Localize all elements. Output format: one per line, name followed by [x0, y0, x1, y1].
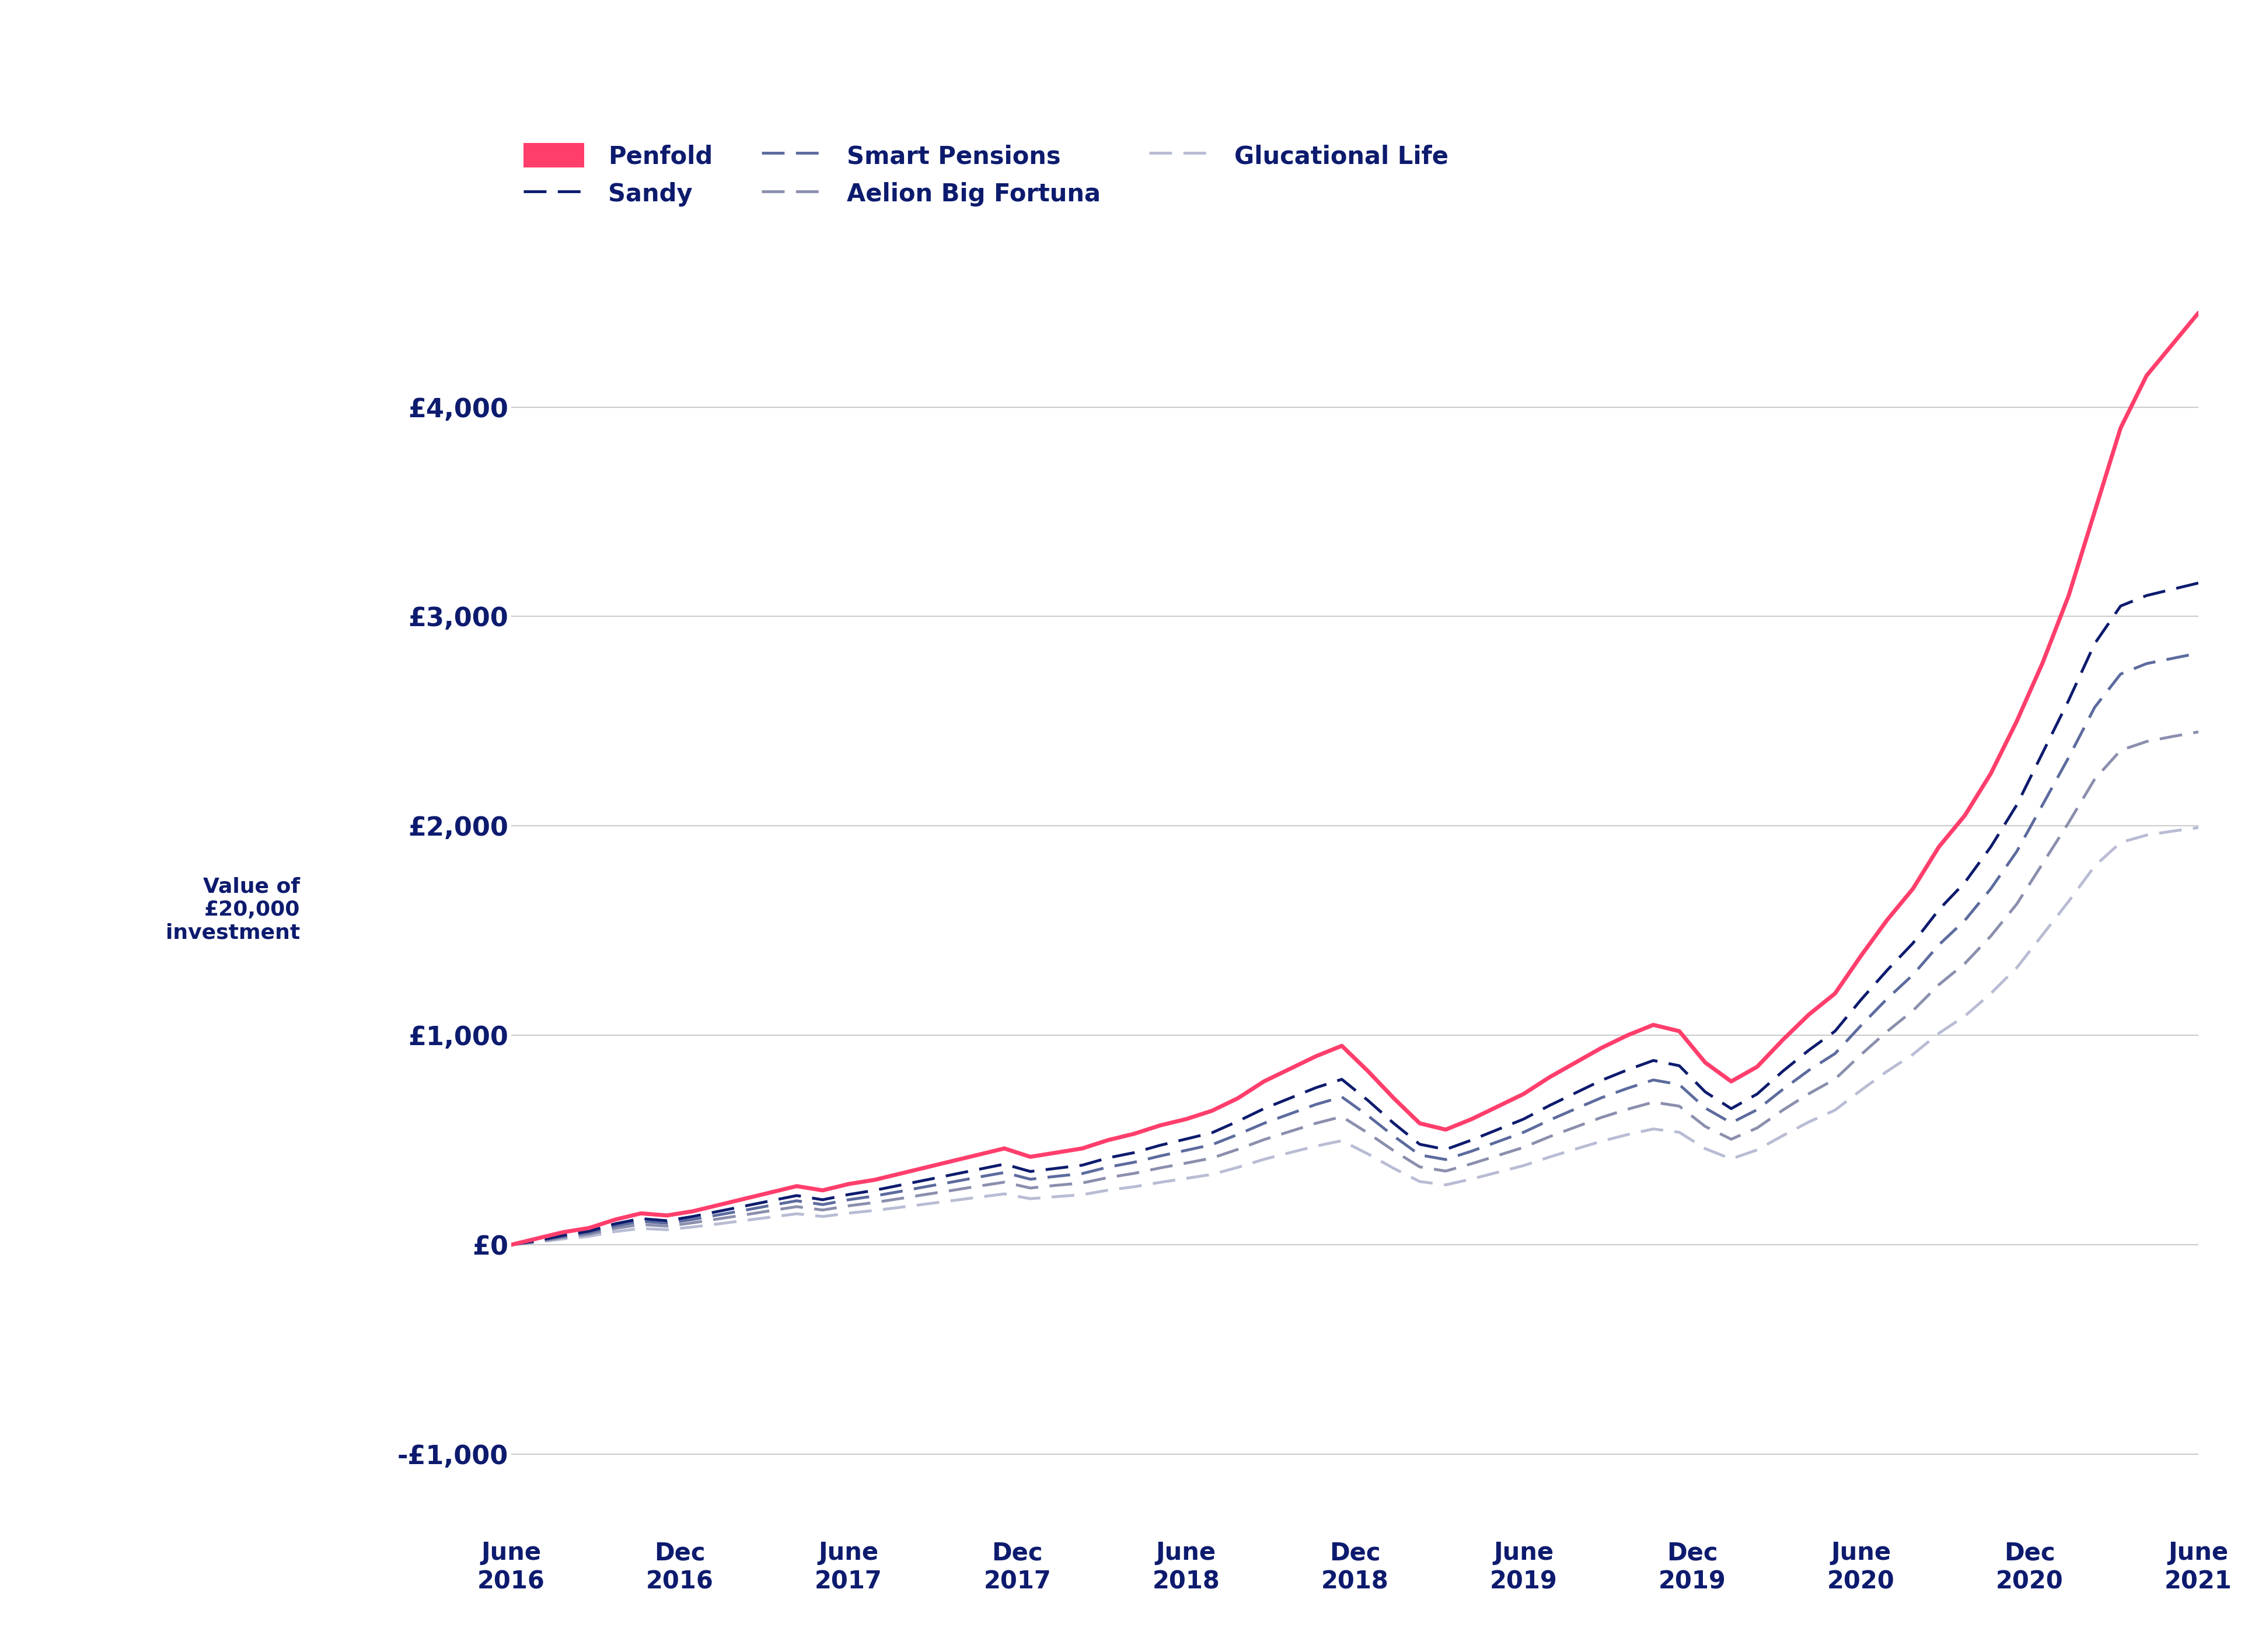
Legend: Penfold, Sandy, Smart Pensions, Aelion Big Fortuna, Glucational Life: Penfold, Sandy, Smart Pensions, Aelion B…	[524, 142, 1448, 207]
Y-axis label: Value of
£20,000
investment: Value of £20,000 investment	[166, 877, 300, 943]
